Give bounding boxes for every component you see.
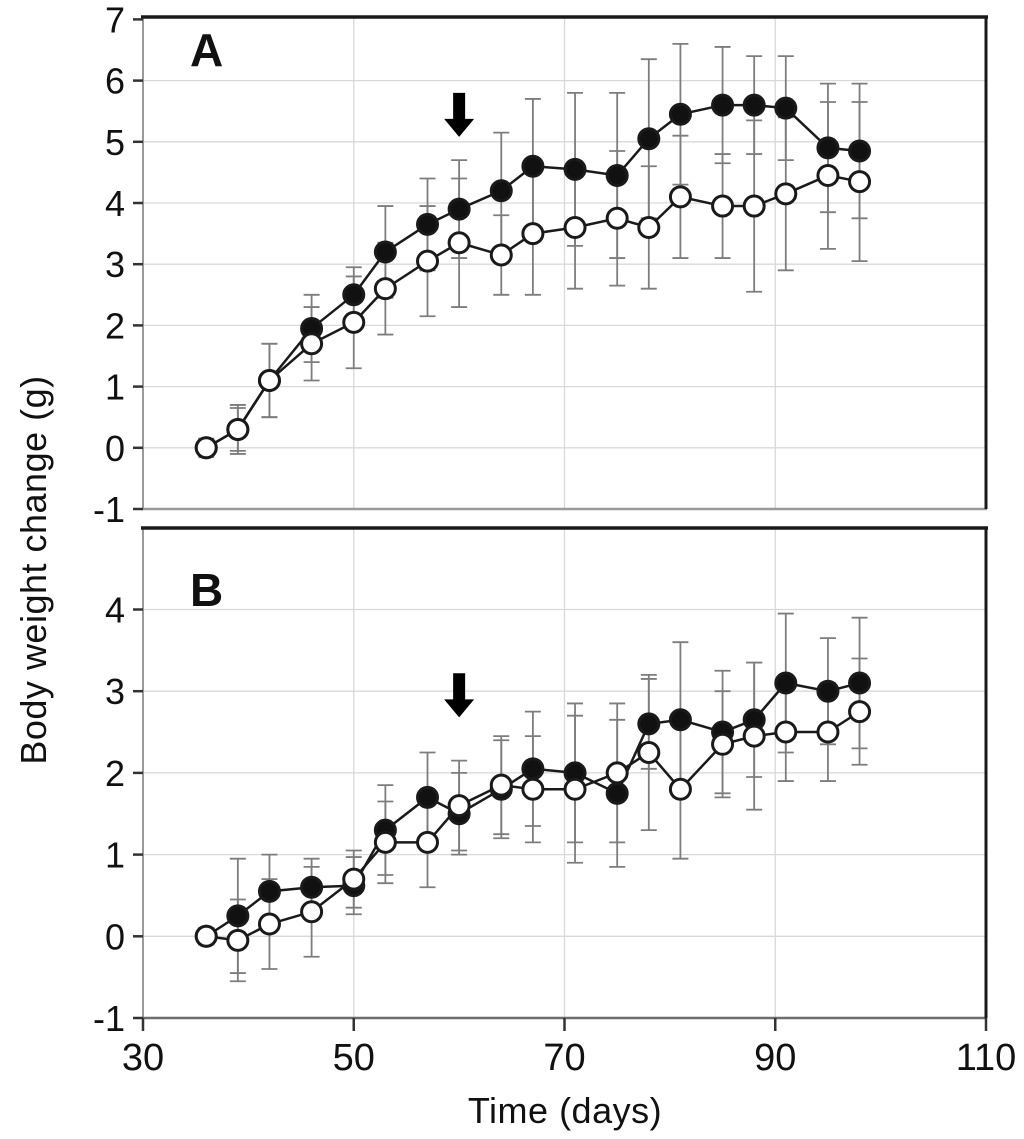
data-point-open-circle [605,761,629,785]
data-point-filled-circle [342,283,366,307]
data-point-filled-circle [521,154,545,178]
data-point-open-circle [447,231,471,255]
y-tick-label: 6 [105,61,125,102]
data-point-open-circle [300,332,324,356]
y-tick-label: 5 [105,122,125,163]
data-point-open-circle [563,777,587,801]
data-point-open-circle [637,215,661,239]
data-point-open-circle [342,310,366,334]
data-point-filled-circle [257,879,281,903]
data-point-open-circle [300,900,324,924]
data-point-open-circle [816,720,840,744]
data-point-open-circle [521,777,545,801]
down-arrow-annotation [444,92,475,137]
data-point-filled-circle [774,671,798,695]
data-point-open-circle [257,368,281,392]
y-tick-label: 2 [105,305,125,346]
data-point-open-circle [447,794,471,818]
data-point-open-circle [194,436,218,460]
data-point-filled-circle [489,179,513,203]
x-tick-label: 30 [122,1037,164,1079]
y-tick-label: 2 [105,753,125,794]
data-point-filled-circle [447,197,471,221]
data-point-filled-circle [521,757,545,781]
x-tick-label: 70 [543,1037,585,1079]
data-point-filled-circle [816,136,840,160]
data-point-open-circle [774,720,798,744]
data-point-open-circle [226,417,250,441]
data-point-filled-circle [300,875,324,899]
down-arrow-annotation [444,673,475,718]
x-tick-label: 90 [754,1037,796,1079]
data-point-filled-circle [742,93,766,117]
data-point-open-circle [226,928,250,952]
data-point-open-circle [373,277,397,301]
data-point-open-circle [373,830,397,854]
data-point-open-circle [416,249,440,273]
data-point-open-circle [342,867,366,891]
y-axis-title: Body weight change (g) [13,375,54,765]
y-tick-label: 1 [105,367,125,408]
y-tick-label: 0 [105,428,125,469]
data-point-filled-circle [416,212,440,236]
data-point-open-circle [194,924,218,948]
data-point-open-circle [668,777,692,801]
data-point-filled-circle [668,708,692,732]
y-tick-label: -1 [93,489,125,530]
data-point-open-circle [257,912,281,936]
y-tick-label: 7 [105,0,125,40]
data-point-filled-circle [848,671,872,695]
data-point-filled-circle [563,157,587,181]
x-axis-title: Time (days) [467,1090,663,1131]
data-point-filled-circle [226,904,250,928]
y-tick-label: 0 [105,916,125,957]
data-point-open-circle [742,194,766,218]
data-point-open-circle [848,700,872,724]
x-tick-label: 110 [956,1037,1017,1079]
panel-label: A [190,24,223,76]
data-point-filled-circle [637,712,661,736]
panel-label: B [190,564,223,616]
data-point-open-circle [489,773,513,797]
data-point-filled-circle [373,240,397,264]
data-point-open-circle [816,163,840,187]
x-tick-label: 50 [333,1037,375,1079]
data-point-open-circle [605,206,629,230]
data-point-open-circle [711,194,735,218]
data-point-open-circle [848,170,872,194]
data-point-open-circle [521,222,545,246]
data-point-filled-circle [416,785,440,809]
data-point-open-circle [774,182,798,206]
y-tick-label: 4 [105,589,125,630]
data-point-filled-circle [848,139,872,163]
data-point-filled-circle [637,127,661,151]
y-tick-label: 3 [105,671,125,712]
data-point-open-circle [563,215,587,239]
y-tick-label: 3 [105,244,125,285]
data-point-open-circle [668,185,692,209]
data-point-open-circle [711,732,735,756]
y-tick-label: -1 [93,998,125,1039]
data-point-filled-circle [816,679,840,703]
data-point-open-circle [742,724,766,748]
data-point-filled-circle [605,163,629,187]
data-point-filled-circle [605,781,629,805]
data-point-filled-circle [668,102,692,126]
data-point-open-circle [489,243,513,267]
y-tick-label: 4 [105,183,125,224]
data-point-filled-circle [774,96,798,120]
data-point-open-circle [637,740,661,764]
data-point-filled-circle [711,93,735,117]
data-point-open-circle [416,830,440,854]
y-tick-label: 1 [105,835,125,876]
